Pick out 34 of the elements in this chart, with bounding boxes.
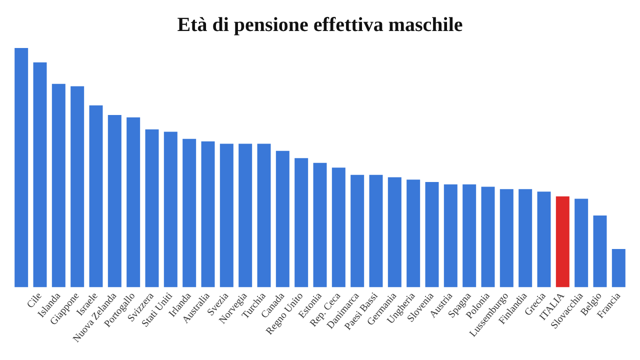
bar	[556, 196, 570, 288]
bar	[332, 168, 346, 288]
bar	[257, 144, 271, 288]
bar	[462, 184, 476, 288]
bar	[70, 86, 84, 288]
bar	[220, 144, 234, 288]
bar	[500, 189, 514, 288]
bar	[481, 186, 495, 288]
bar	[313, 162, 327, 288]
bar	[33, 62, 47, 288]
bar	[14, 48, 28, 288]
bar	[574, 198, 588, 288]
bar	[164, 132, 178, 288]
bar	[276, 150, 290, 288]
bar	[425, 182, 439, 288]
bar	[294, 158, 308, 288]
bar	[126, 117, 140, 288]
bar	[350, 174, 364, 288]
bar	[388, 177, 402, 288]
bar	[52, 84, 66, 288]
bar	[537, 192, 551, 288]
chart-title: Età di pensione effettiva maschile	[177, 14, 463, 36]
bar	[182, 138, 196, 288]
bar	[612, 248, 626, 288]
bar	[145, 129, 159, 288]
bar	[238, 144, 252, 288]
bar	[518, 189, 532, 288]
bar	[108, 115, 122, 288]
bar	[593, 215, 607, 288]
bar	[201, 141, 215, 288]
bar	[444, 184, 458, 288]
bar	[89, 105, 103, 288]
bar	[369, 174, 383, 288]
bar	[406, 180, 420, 288]
